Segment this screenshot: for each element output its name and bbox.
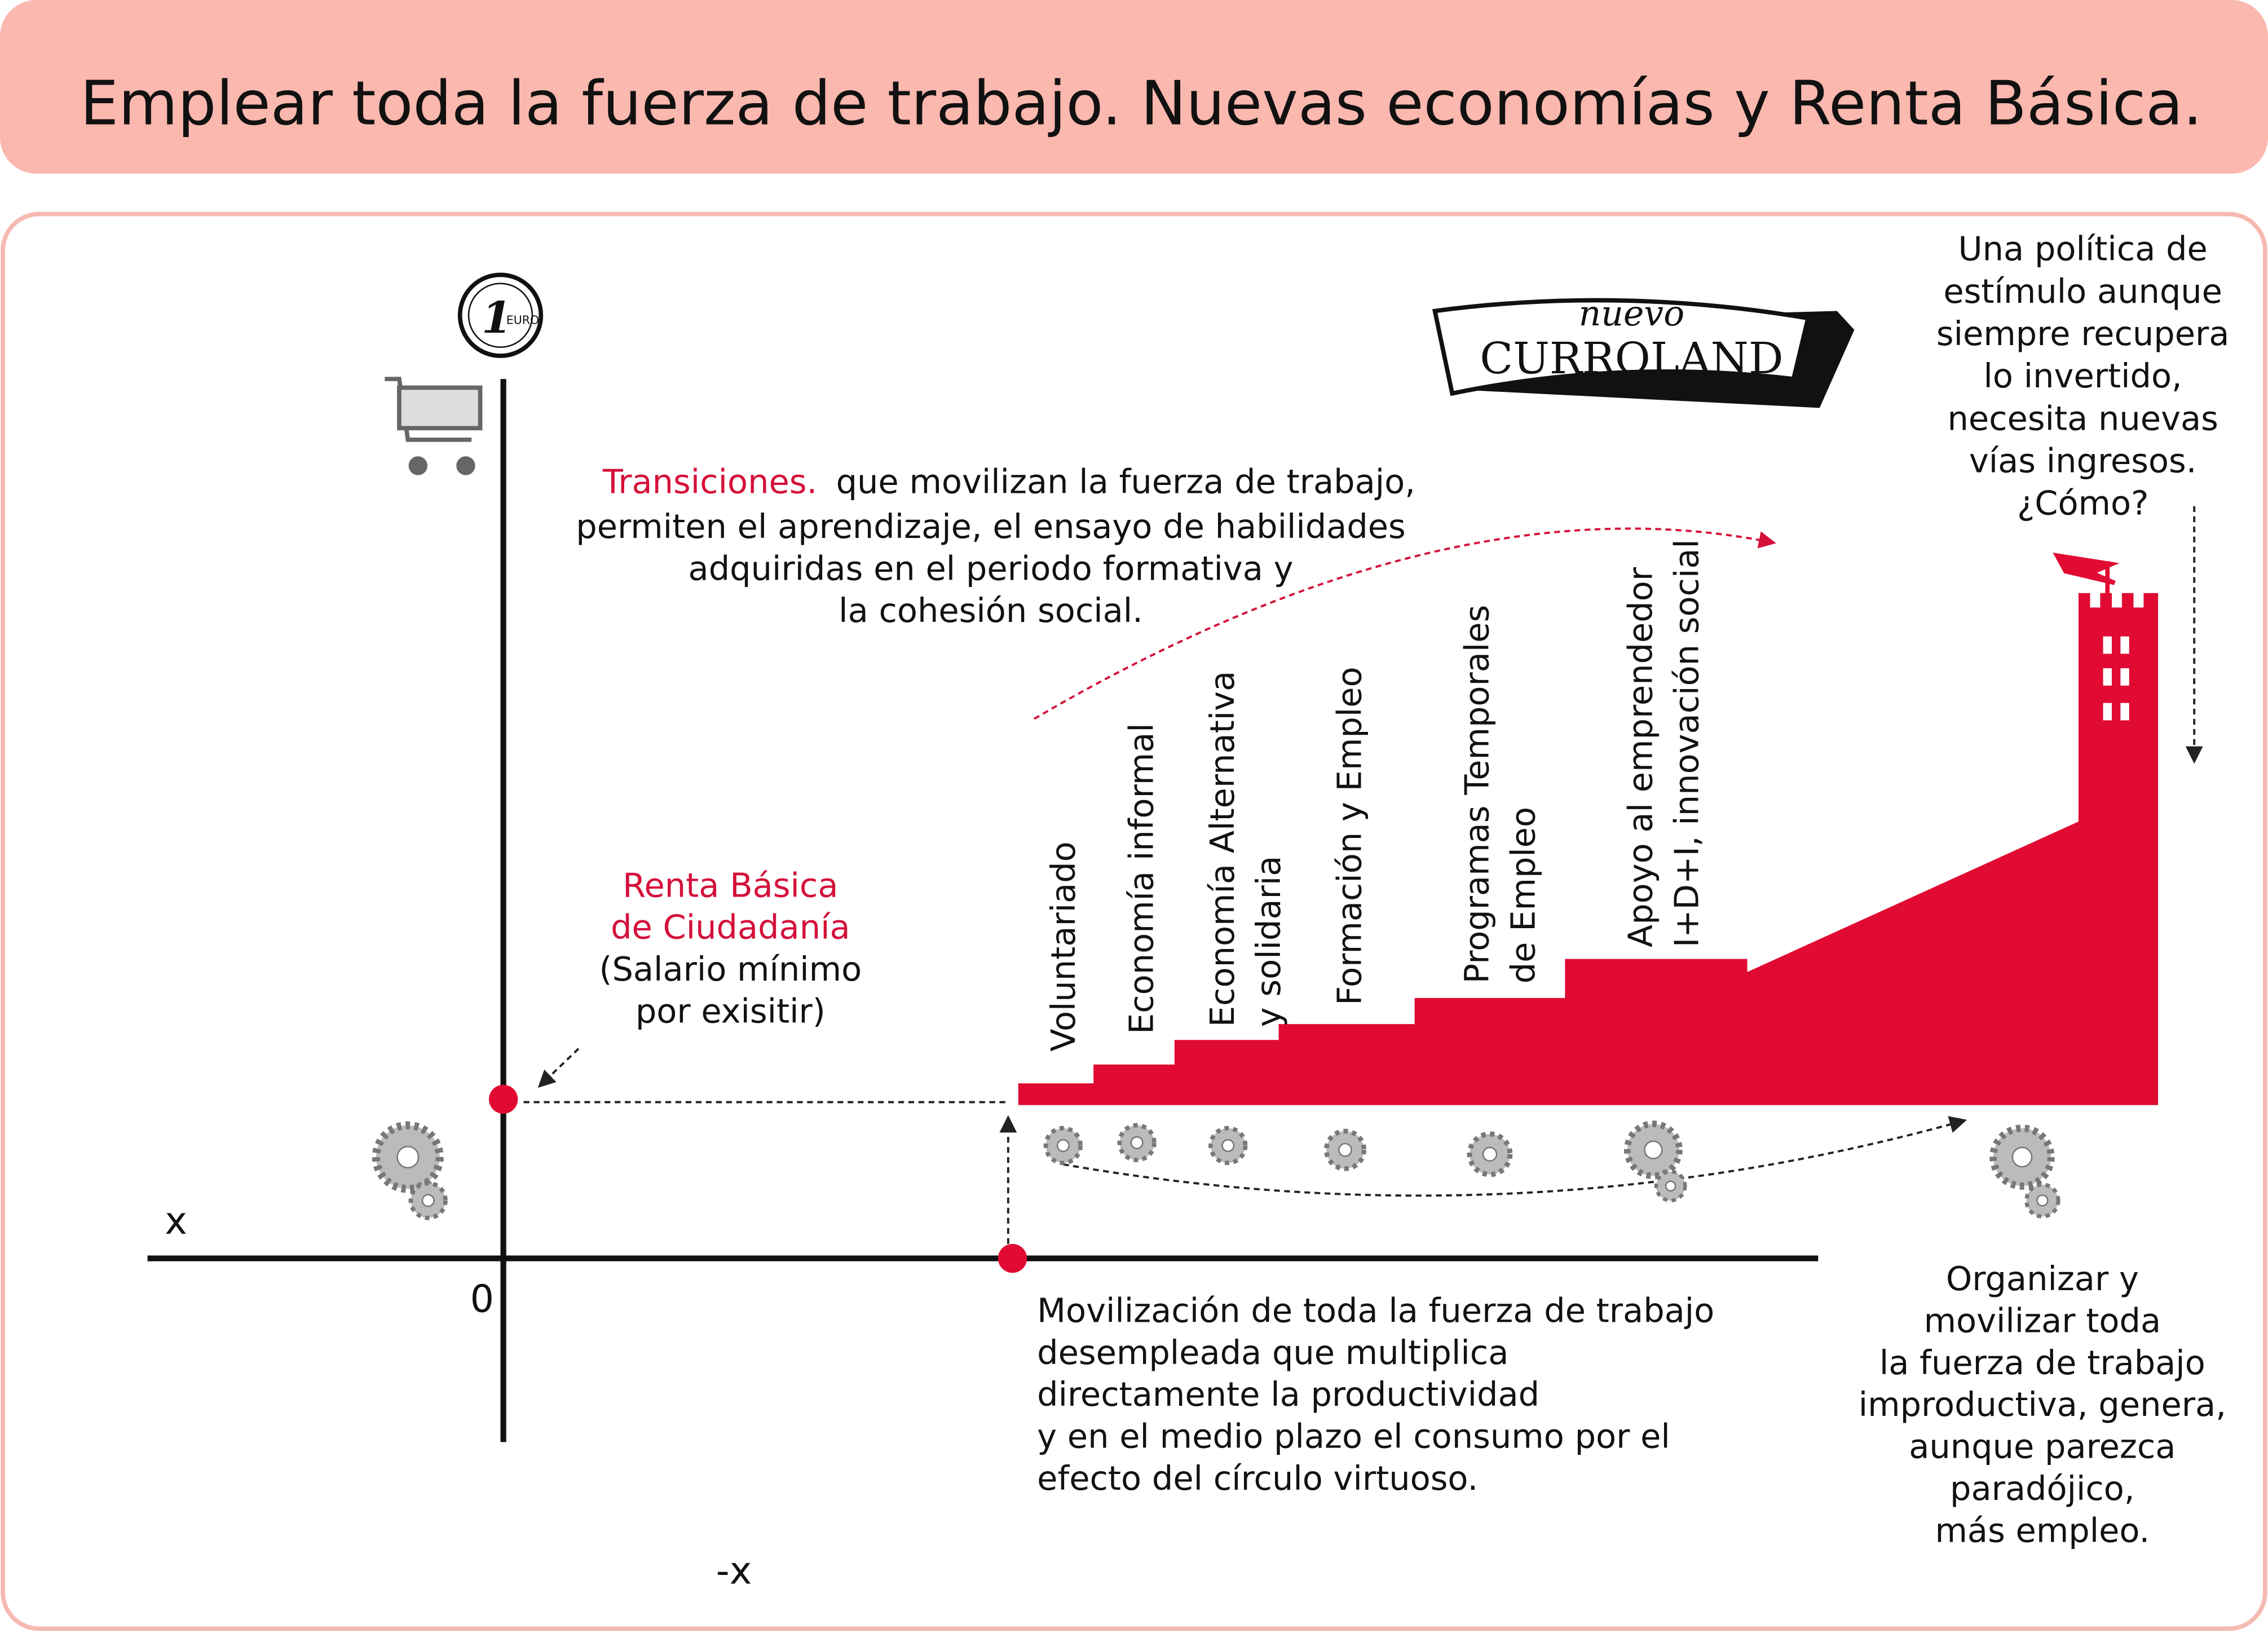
movilizacion-text: efecto del círculo virtuoso. (1037, 1459, 1478, 1498)
coin-value: 1 (482, 293, 512, 343)
step-label: y solidaria (1249, 856, 1288, 1027)
gear-hub (1644, 1140, 1663, 1159)
question-text: Una política de (1958, 229, 2208, 268)
organizar-text: aunque parezca (1909, 1427, 2176, 1466)
gear-hub (1338, 1142, 1352, 1157)
flag (2053, 552, 2120, 593)
dot (488, 1084, 518, 1114)
organizar-text: movilizar toda (1924, 1301, 2161, 1340)
transitions-text: la cohesión social. (839, 591, 1143, 630)
gear-hub (421, 1194, 435, 1207)
organizar-text: Organizar y (1946, 1259, 2139, 1298)
organizar-text: más empleo. (1935, 1511, 2150, 1550)
axis-origin: 0 (470, 1277, 494, 1321)
step-label: Economía informal (1122, 723, 1161, 1034)
step-label: Economía Alternativa (1203, 671, 1242, 1027)
movilizacion-text: desempleada que multiplica (1037, 1333, 1508, 1372)
panel (1, 211, 2267, 1631)
renta-title: Renta Básica (623, 866, 838, 904)
header-bg (0, 0, 2268, 174)
logo-main: CURROLAND (1480, 334, 1783, 384)
question-text: necesita nuevas (1947, 399, 2218, 438)
organizar-text: la fuerza de trabajo (1879, 1343, 2205, 1382)
question-text: vías ingresos. (1969, 442, 2197, 480)
organizar-text: improductiva, genera, (1859, 1385, 2226, 1424)
renta-title: de Ciudadanía (611, 908, 850, 947)
arrows (523, 506, 2203, 1244)
coin: 1 EURO (457, 272, 544, 358)
staircase (1018, 593, 2159, 1105)
gear-hub (1130, 1136, 1144, 1149)
axis-neg-x: -x (716, 1549, 752, 1593)
gear-hub (1482, 1146, 1498, 1162)
gear-hub (2036, 1194, 2049, 1207)
transitions-text: permiten el aprendizaje, el ensayo de ha… (576, 507, 1405, 546)
question-text: lo invertido, (1984, 356, 2182, 395)
axes (147, 379, 1819, 1442)
gear-hub (1665, 1180, 1676, 1192)
question-text: siempre recupera (1936, 314, 2229, 353)
coin-unit: EURO (506, 314, 539, 327)
step-label: Voluntariado (1044, 841, 1083, 1052)
movilizacion-text: y en el medio plazo el consumo por el (1037, 1417, 1670, 1456)
gear-hub (1056, 1139, 1070, 1153)
gear-hub (396, 1145, 420, 1169)
transitions-text: adquiridas en el periodo formativa y (689, 549, 1294, 588)
renta-note: (Salario mínimo (599, 950, 862, 988)
dot (998, 1243, 1027, 1273)
logo: nuevo CURROLAND (1432, 293, 1855, 408)
question-text: ¿Cómo? (2017, 484, 2148, 523)
title: Emplear toda la fuerza de trabajo. Nueva… (80, 69, 2202, 139)
tower-windows (2103, 636, 2129, 721)
question-text: estímulo aunque (1943, 272, 2222, 311)
step-label: Formación y Empleo (1330, 667, 1369, 1005)
step-label: de Empleo (1504, 807, 1543, 983)
transitions-highlight: Transiciones. (602, 462, 817, 501)
logo-top: nuevo (1579, 293, 1685, 334)
step-label: I+D+I, innovación social (1667, 539, 1706, 947)
gear-hub (1221, 1139, 1235, 1153)
movilizacion-text: Movilización de toda la fuerza de trabaj… (1037, 1291, 1714, 1330)
axis-x: x (165, 1199, 187, 1243)
movilizacion-text: directamente la productividad (1037, 1375, 1539, 1414)
gears (372, 1120, 2060, 1220)
step-label: Apoyo al emprendedor (1621, 567, 1660, 947)
gear-hub (2011, 1146, 2033, 1168)
transitions-text: que movilizan la fuerza de trabajo, (836, 462, 1415, 501)
renta-note: por exisitir) (636, 992, 826, 1031)
organizar-text: paradójico, (1950, 1469, 2135, 1508)
cart-icon (385, 377, 483, 475)
step-label: Programas Temporales (1457, 605, 1496, 984)
